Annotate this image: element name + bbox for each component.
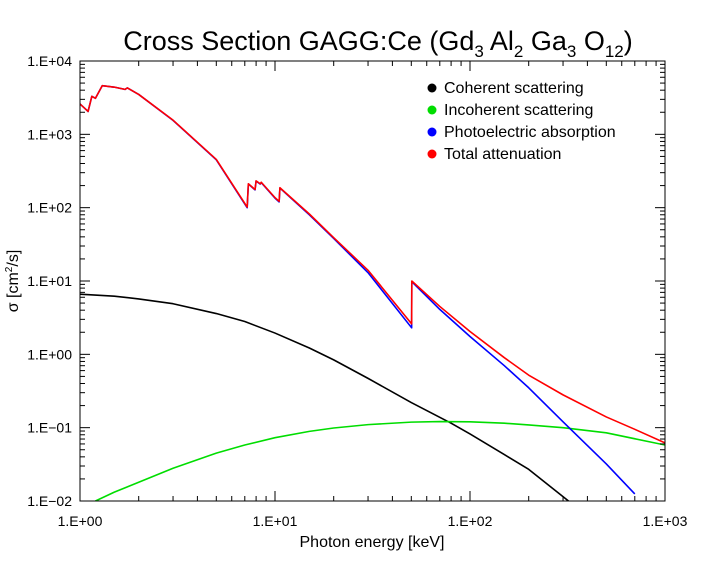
y-label-text: σ [cm (5, 272, 22, 312)
title-subscript: 3 (474, 42, 483, 61)
y-tick-label: 1.E+02 (27, 200, 72, 216)
title-text: Cross Section GAGG:Ce (Gd (123, 26, 474, 56)
axis-ticks (79, 60, 665, 502)
title-text: Ga (523, 26, 568, 56)
y-tick-label: 1.E+00 (27, 346, 72, 362)
y-tick-label: 1.E−01 (27, 420, 72, 436)
y-tick-label: 1.E+04 (27, 53, 72, 69)
x-tick-label: 1.E+02 (448, 513, 493, 529)
axis-tick-labels: 1.E+00 1.E+01 1.E+02 1.E+03 1.E−02 1.E−01 1.E+… (27, 53, 687, 529)
legend: Coherent scattering Incoherent scattering… (427, 80, 616, 163)
series-line (95, 420, 665, 501)
plot-lines (80, 84, 665, 501)
y-tick-label: 1.E+03 (27, 126, 72, 142)
title-text: Al (484, 26, 514, 56)
legend-label: Total attenuation (444, 146, 561, 163)
legend-marker (427, 83, 437, 93)
chart-title: Cross Section GAGG:Ce (Gd3 Al2 Ga3 O12) (123, 26, 633, 61)
x-tick-label: 1.E+01 (253, 513, 298, 529)
y-axis-label: σ [cm2/s] (4, 250, 22, 313)
title-text: O (576, 26, 605, 56)
title-subscript: 12 (605, 42, 624, 61)
title-subscript: 3 (567, 42, 576, 61)
legend-marker (427, 127, 437, 137)
x-tick-label: 1.E+03 (643, 513, 688, 529)
title-text: ) (624, 26, 633, 56)
legend-marker (427, 105, 437, 115)
x-tick-label: 1.E+00 (58, 513, 103, 529)
legend-marker (427, 149, 437, 159)
y-label-superscript: 2 (4, 266, 15, 272)
title-subscript: 2 (514, 42, 523, 61)
series-line (80, 84, 665, 444)
legend-label: Coherent scattering (444, 80, 584, 97)
y-tick-label: 1.E−02 (27, 493, 72, 509)
series-line (80, 293, 569, 501)
legend-label: Photoelectric absorption (444, 124, 616, 141)
x-axis-label: Photon energy [keV] (300, 534, 445, 551)
y-tick-label: 1.E+01 (27, 273, 72, 289)
y-label-text: /s] (5, 250, 22, 267)
legend-label: Incoherent scattering (444, 102, 593, 119)
